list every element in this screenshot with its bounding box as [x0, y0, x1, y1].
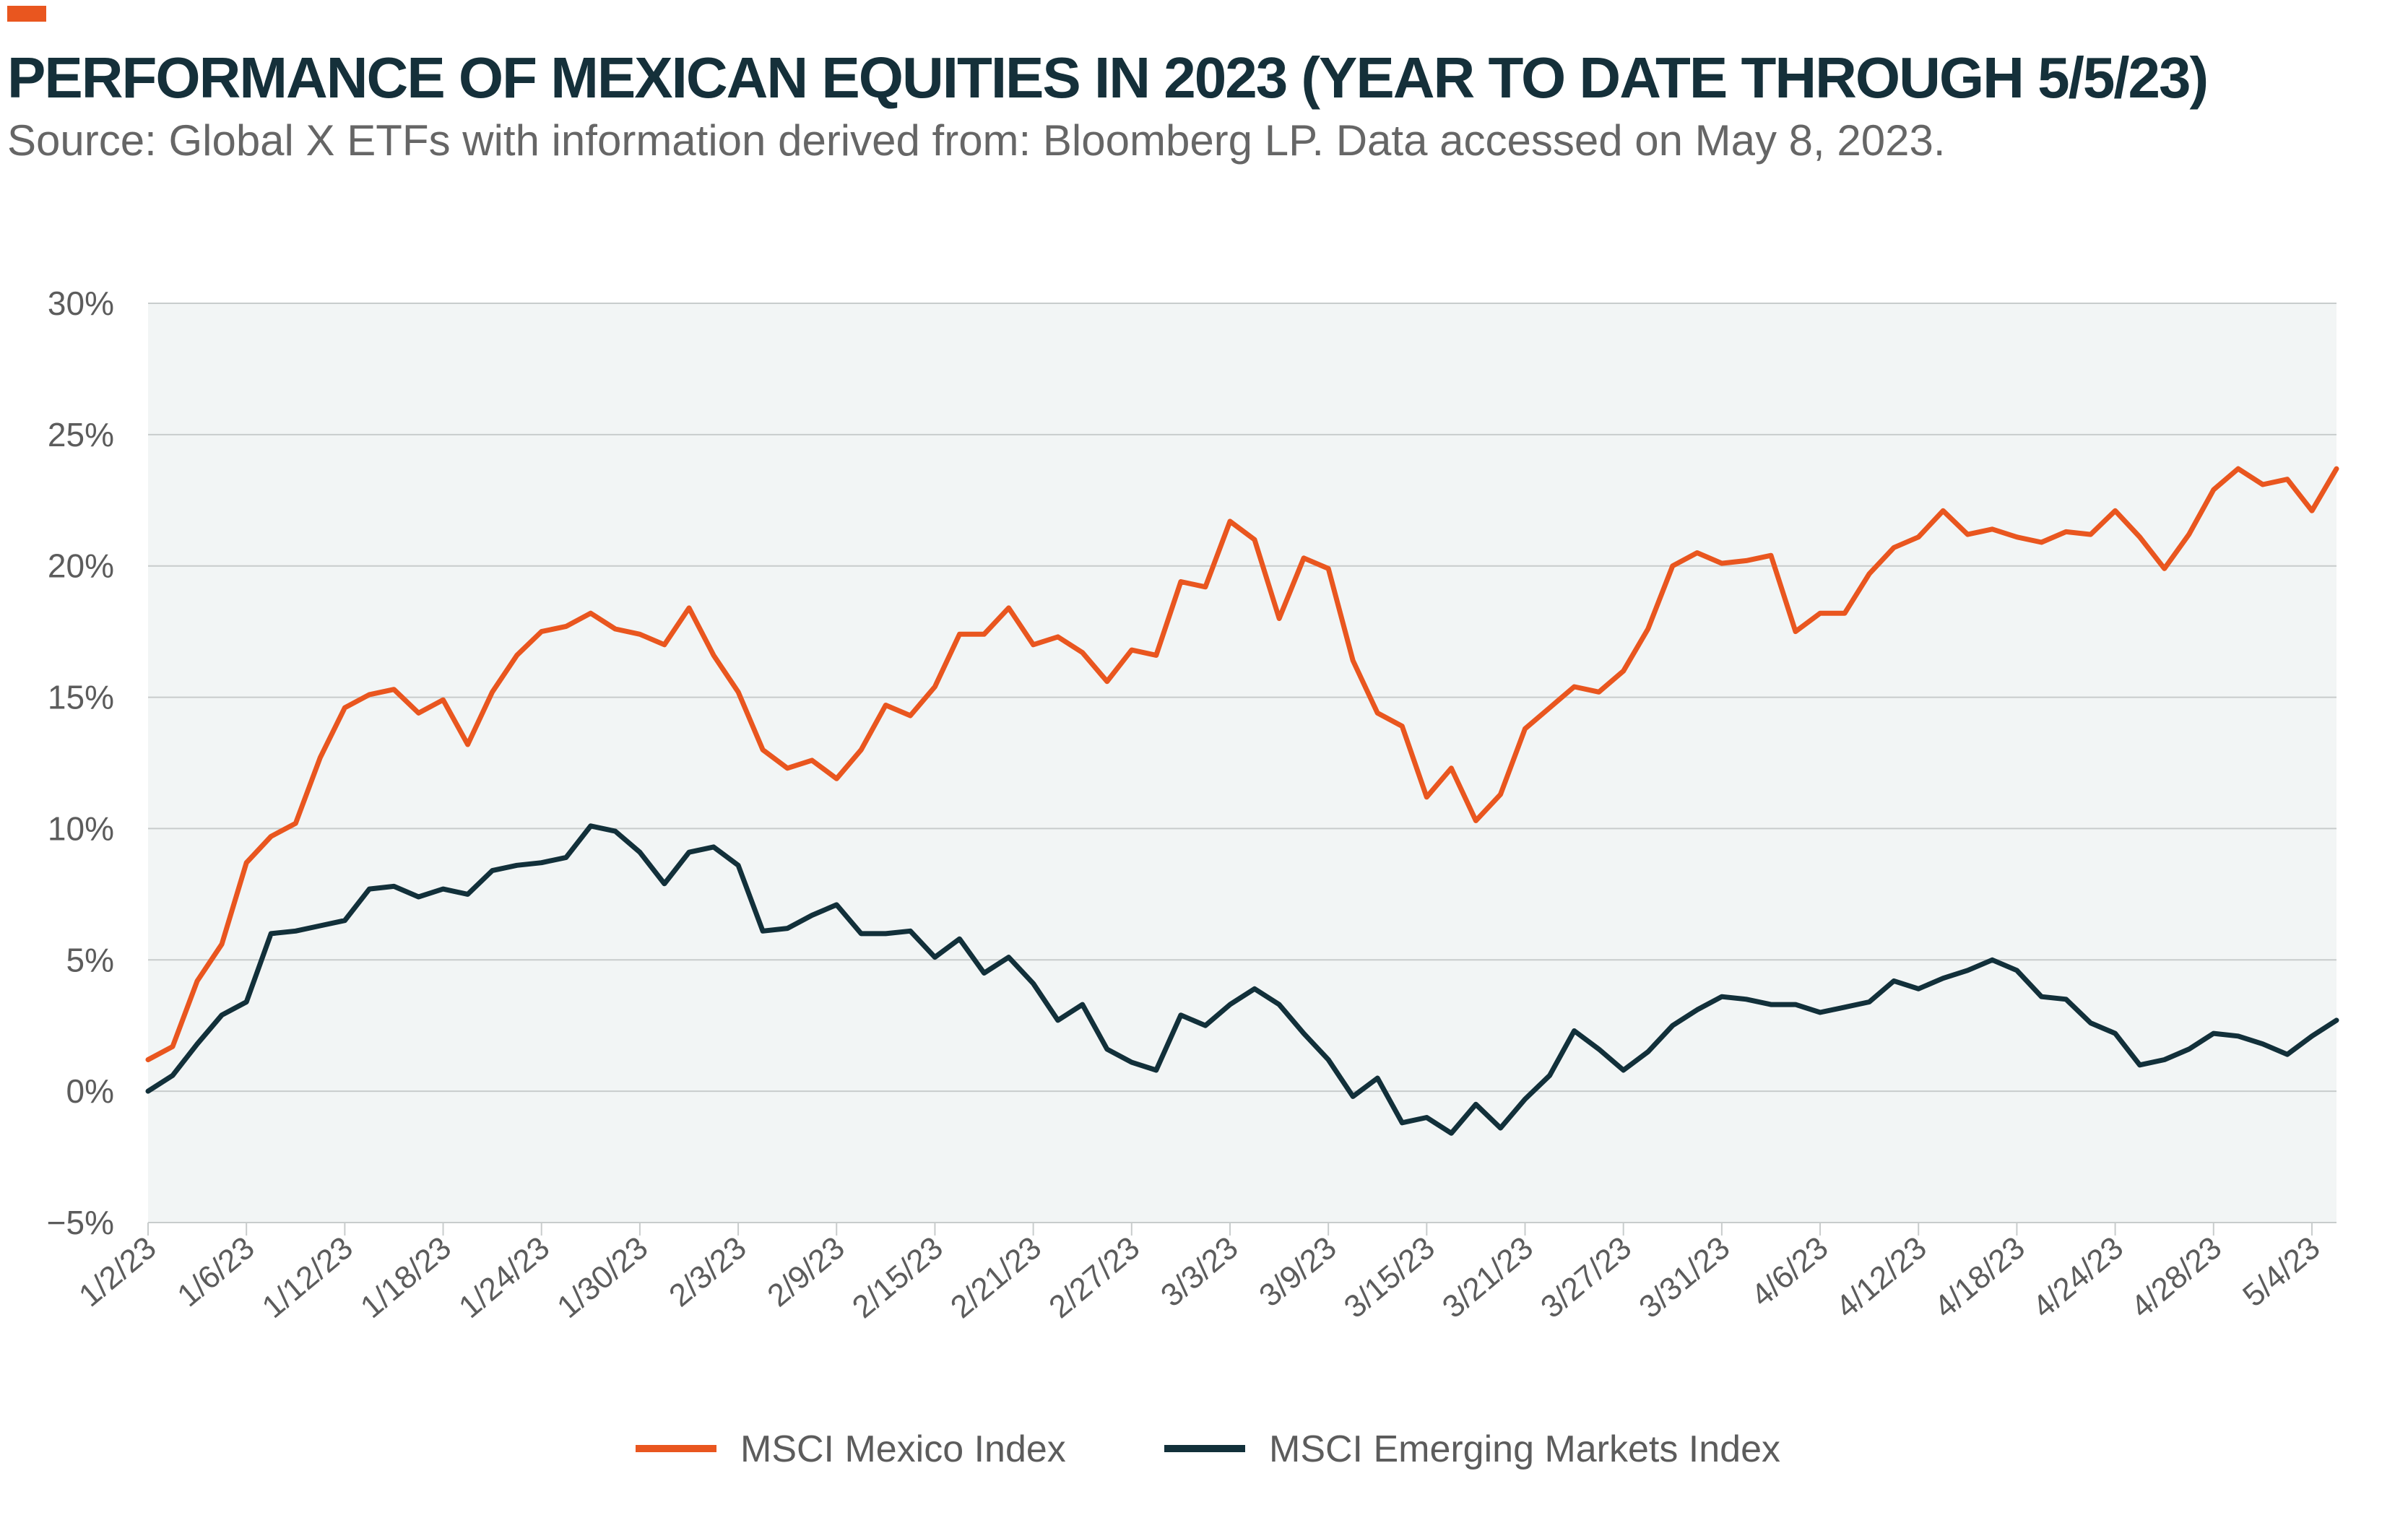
x-axis-tick-labels: 1/2/23 1/6/231/12/231/18/231/24/231/30/23… — [72, 1230, 2326, 1325]
x-tick-label: 4/12/23 — [1829, 1230, 1933, 1325]
x-tick-label: 4/28/23 — [2124, 1230, 2228, 1325]
series-lines — [145, 466, 2339, 1136]
x-tick-label: 1/18/23 — [354, 1230, 458, 1325]
x-tick-label: 3/3/23 — [1154, 1230, 1244, 1314]
x-tick-label: 1/12/23 — [256, 1230, 360, 1325]
x-tick-label: 4/18/23 — [1928, 1230, 2032, 1325]
x-tick-label: 2/9/23 — [761, 1230, 851, 1314]
x-tick-label: 1/6/23 — [170, 1230, 261, 1314]
series-line-mexico — [145, 466, 2339, 1062]
x-tick-label: 2/15/23 — [846, 1230, 950, 1325]
brand-accent-bar — [7, 6, 46, 22]
y-tick-label: 15% — [48, 679, 114, 716]
x-tick-label: 4/24/23 — [2026, 1230, 2130, 1325]
x-tick-label: 3/27/23 — [1534, 1230, 1638, 1325]
x-tick-label: 1/2/23 — [72, 1230, 163, 1314]
x-tick-label: 1/24/23 — [452, 1230, 556, 1325]
series-line-emerging-markets — [145, 823, 2339, 1136]
y-tick-label: 0% — [66, 1072, 114, 1110]
x-tick-label: 3/15/23 — [1338, 1230, 1442, 1325]
chart-subtitle: Source: Global X ETFs with information d… — [7, 116, 1946, 165]
chart-title: PERFORMANCE OF MEXICAN EQUITIES IN 2023 … — [7, 45, 2209, 110]
plot-area — [148, 303, 2336, 1223]
x-tick-label: 3/31/23 — [1632, 1230, 1736, 1325]
x-tick-label: 3/9/23 — [1252, 1230, 1343, 1314]
x-tick-label: 5/4/23 — [2236, 1230, 2326, 1314]
y-tick-label: 5% — [66, 941, 114, 978]
x-tick-label: 1/30/23 — [550, 1230, 654, 1325]
y-tick-label: 25% — [48, 416, 114, 453]
legend-label: MSCI Emerging Markets Index — [1269, 1428, 1780, 1470]
x-tick-label: 2/3/23 — [662, 1230, 753, 1314]
y-tick-label: 20% — [48, 547, 114, 585]
y-tick-label: 30% — [48, 285, 114, 322]
gridlines — [147, 303, 2336, 1236]
legend: MSCI Mexico Index MSCI Emerging Markets I… — [636, 1428, 1780, 1470]
y-axis-tick-labels: −5% 0% 5% 10% 15% 20% 25% 30% — [47, 285, 114, 1241]
x-tick-label: 4/6/23 — [1744, 1230, 1835, 1314]
y-tick-label: −5% — [47, 1204, 114, 1241]
y-tick-label: 10% — [48, 809, 114, 847]
x-tick-label: 2/21/23 — [944, 1230, 1048, 1325]
x-tick-label: 3/21/23 — [1436, 1230, 1540, 1325]
x-tick-label: 2/27/23 — [1042, 1230, 1146, 1325]
legend-label: MSCI Mexico Index — [740, 1428, 1066, 1470]
